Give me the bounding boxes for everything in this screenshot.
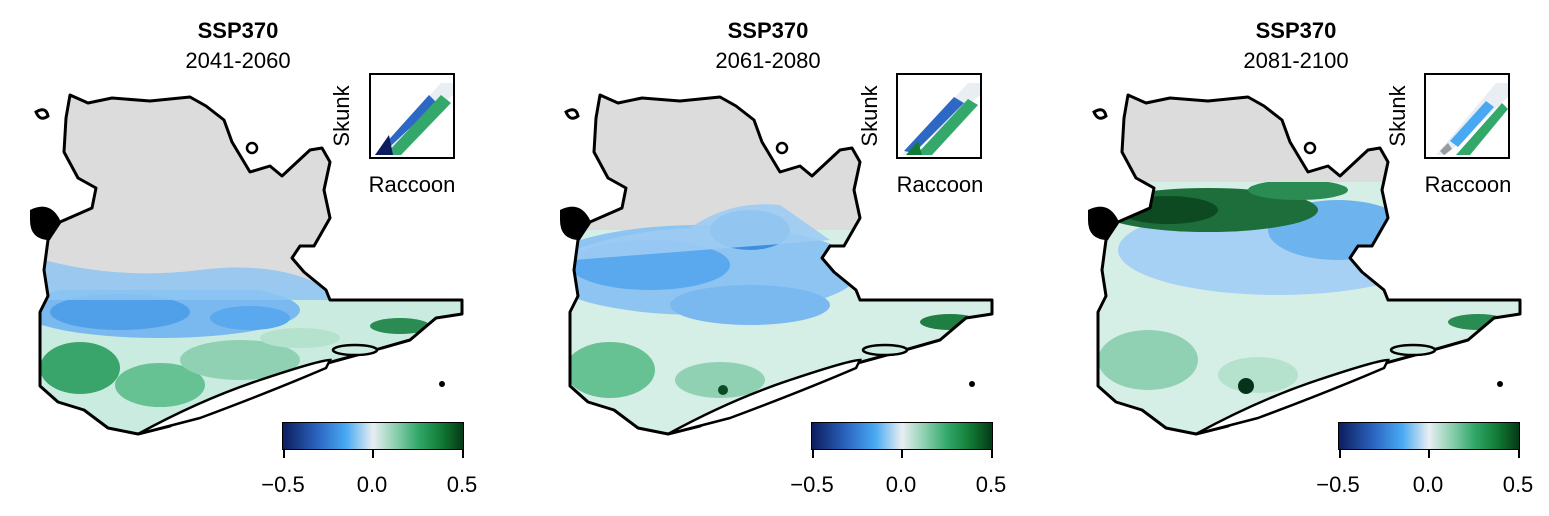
colorbar xyxy=(811,422,993,450)
colorbar-tick xyxy=(283,450,285,458)
colorbar-tick-label: 0.5 xyxy=(975,472,1007,497)
quebec-map xyxy=(560,93,994,436)
panel-period: 2041-2060 xyxy=(185,48,291,73)
colorbar-tick xyxy=(991,450,993,458)
colorbar-tick-label: 0.5 xyxy=(446,472,478,497)
colorbar-tick xyxy=(1339,450,1341,458)
colorbar-tick xyxy=(462,450,464,458)
colorbar-tick-label: −0.5 xyxy=(261,472,305,497)
colorbar-tick-label: 0.5 xyxy=(1502,472,1534,497)
inset-xlabel: Raccoon xyxy=(1424,172,1512,197)
colorbar-tick xyxy=(1428,450,1430,458)
inset-xlabel: Raccoon xyxy=(896,172,984,197)
colorbar-tick xyxy=(372,450,374,458)
panel-period: 2081-2100 xyxy=(1243,48,1349,73)
inset-xlabel: Raccoon xyxy=(368,172,456,197)
colorbar-tick-label: −0.5 xyxy=(1316,472,1360,497)
panel-title: SSP370 xyxy=(727,18,809,43)
inset-ylabel: Skunk xyxy=(1385,85,1410,147)
inset-ylabel: Skunk xyxy=(329,85,354,147)
colorbar-tick-label: 0.0 xyxy=(1412,472,1444,497)
inset-bivariate-legend xyxy=(896,73,982,159)
panel-period: 2061-2080 xyxy=(715,48,821,73)
colorbar xyxy=(282,422,464,450)
colorbar-tick xyxy=(1518,450,1520,458)
colorbar-tick xyxy=(901,450,903,458)
inset-bivariate-legend xyxy=(369,73,455,159)
colorbar-tick-label: 0.0 xyxy=(885,472,917,497)
panel-title: SSP370 xyxy=(197,18,279,43)
inset-bivariate-legend xyxy=(1424,73,1510,159)
colorbar-tick xyxy=(812,450,814,458)
map-panel-2081-2100: SSP370 2081-2100 Skunk Raccoon −0.5 0.0 … xyxy=(1058,0,1549,516)
colorbar xyxy=(1338,422,1520,450)
colorbar-tick-label: 0.0 xyxy=(356,472,388,497)
colorbar-tick-label: −0.5 xyxy=(790,472,834,497)
map-panel-2061-2080: SSP370 2061-2080 Skunk Raccoon −0.5 0.0 … xyxy=(530,0,1046,516)
inset-ylabel: Skunk xyxy=(857,85,882,147)
panel-title: SSP370 xyxy=(1255,18,1337,43)
map-panel-2041-2060: SSP370 2041-2060 Skunk Raccoon −0.5 0.0 … xyxy=(0,0,516,516)
